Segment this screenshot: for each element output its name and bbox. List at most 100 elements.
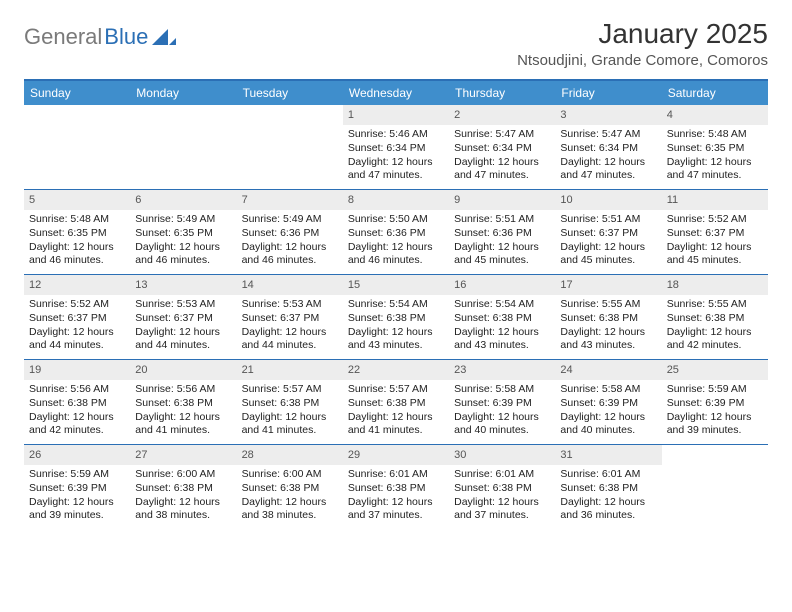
day-line: Sunrise: 5:52 AM <box>667 213 763 227</box>
week-row: 12Sunrise: 5:52 AMSunset: 6:37 PMDayligh… <box>24 275 768 360</box>
day-cell <box>662 445 768 529</box>
day-body: Sunrise: 6:01 AMSunset: 6:38 PMDaylight:… <box>555 465 661 529</box>
day-line: Sunrise: 5:52 AM <box>29 298 125 312</box>
day-number: 27 <box>130 445 236 465</box>
day-line: Sunset: 6:37 PM <box>667 227 763 241</box>
day-number: 2 <box>449 105 555 125</box>
week-row: 5Sunrise: 5:48 AMSunset: 6:35 PMDaylight… <box>24 190 768 275</box>
day-line: Sunrise: 5:59 AM <box>667 383 763 397</box>
day-line: Sunrise: 5:58 AM <box>454 383 550 397</box>
day-line: Daylight: 12 hours and 45 minutes. <box>560 241 656 268</box>
day-cell: 16Sunrise: 5:54 AMSunset: 6:38 PMDayligh… <box>449 275 555 359</box>
day-line: Sunset: 6:38 PM <box>135 482 231 496</box>
day-line: Daylight: 12 hours and 38 minutes. <box>135 496 231 523</box>
day-body: Sunrise: 5:46 AMSunset: 6:34 PMDaylight:… <box>343 125 449 189</box>
day-line: Sunrise: 6:00 AM <box>242 468 338 482</box>
day-line: Sunrise: 5:49 AM <box>135 213 231 227</box>
day-body: Sunrise: 5:53 AMSunset: 6:37 PMDaylight:… <box>237 295 343 359</box>
day-line: Daylight: 12 hours and 45 minutes. <box>667 241 763 268</box>
day-line: Daylight: 12 hours and 45 minutes. <box>454 241 550 268</box>
day-line: Sunrise: 6:01 AM <box>560 468 656 482</box>
day-cell <box>237 105 343 189</box>
day-number: 20 <box>130 360 236 380</box>
day-body: Sunrise: 5:47 AMSunset: 6:34 PMDaylight:… <box>555 125 661 189</box>
week-row: 19Sunrise: 5:56 AMSunset: 6:38 PMDayligh… <box>24 360 768 445</box>
day-body: Sunrise: 5:57 AMSunset: 6:38 PMDaylight:… <box>343 380 449 444</box>
day-line: Sunrise: 5:54 AM <box>348 298 444 312</box>
day-line: Sunrise: 5:51 AM <box>560 213 656 227</box>
day-line: Sunrise: 5:50 AM <box>348 213 444 227</box>
day-cell: 23Sunrise: 5:58 AMSunset: 6:39 PMDayligh… <box>449 360 555 444</box>
day-line: Sunrise: 5:49 AM <box>242 213 338 227</box>
day-body: Sunrise: 5:51 AMSunset: 6:37 PMDaylight:… <box>555 210 661 274</box>
day-line: Sunset: 6:39 PM <box>560 397 656 411</box>
day-line: Sunrise: 5:58 AM <box>560 383 656 397</box>
weekday-header: Sunday <box>24 81 130 105</box>
day-line: Sunrise: 6:01 AM <box>454 468 550 482</box>
weekday-header: Monday <box>130 81 236 105</box>
day-number: 29 <box>343 445 449 465</box>
day-cell: 31Sunrise: 6:01 AMSunset: 6:38 PMDayligh… <box>555 445 661 529</box>
title-block: January 2025 Ntsoudjini, Grande Comore, … <box>517 18 768 69</box>
weekday-header: Thursday <box>449 81 555 105</box>
day-cell: 5Sunrise: 5:48 AMSunset: 6:35 PMDaylight… <box>24 190 130 274</box>
day-line: Sunset: 6:35 PM <box>667 142 763 156</box>
day-line: Daylight: 12 hours and 47 minutes. <box>560 156 656 183</box>
day-cell: 7Sunrise: 5:49 AMSunset: 6:36 PMDaylight… <box>237 190 343 274</box>
day-cell: 19Sunrise: 5:56 AMSunset: 6:38 PMDayligh… <box>24 360 130 444</box>
day-line: Sunset: 6:38 PM <box>348 482 444 496</box>
day-number: 18 <box>662 275 768 295</box>
day-number: 15 <box>343 275 449 295</box>
day-body <box>24 123 130 132</box>
day-line: Sunrise: 5:46 AM <box>348 128 444 142</box>
day-cell <box>130 105 236 189</box>
day-number: 23 <box>449 360 555 380</box>
day-cell: 27Sunrise: 6:00 AMSunset: 6:38 PMDayligh… <box>130 445 236 529</box>
day-body <box>130 123 236 132</box>
day-number: 31 <box>555 445 661 465</box>
weekday-header-row: SundayMondayTuesdayWednesdayThursdayFrid… <box>24 81 768 105</box>
day-cell: 6Sunrise: 5:49 AMSunset: 6:35 PMDaylight… <box>130 190 236 274</box>
day-line: Sunrise: 5:51 AM <box>454 213 550 227</box>
day-number: 26 <box>24 445 130 465</box>
day-cell: 21Sunrise: 5:57 AMSunset: 6:38 PMDayligh… <box>237 360 343 444</box>
weekday-header: Saturday <box>662 81 768 105</box>
day-body: Sunrise: 5:49 AMSunset: 6:35 PMDaylight:… <box>130 210 236 274</box>
day-body <box>237 123 343 132</box>
logo-text-blue: Blue <box>104 24 148 50</box>
day-body: Sunrise: 6:00 AMSunset: 6:38 PMDaylight:… <box>237 465 343 529</box>
day-line: Sunrise: 5:48 AM <box>29 213 125 227</box>
day-line: Sunrise: 5:54 AM <box>454 298 550 312</box>
day-line: Daylight: 12 hours and 47 minutes. <box>454 156 550 183</box>
day-number: 21 <box>237 360 343 380</box>
day-line: Sunset: 6:34 PM <box>560 142 656 156</box>
day-cell: 29Sunrise: 6:01 AMSunset: 6:38 PMDayligh… <box>343 445 449 529</box>
week-row: 26Sunrise: 5:59 AMSunset: 6:39 PMDayligh… <box>24 445 768 529</box>
day-number: 3 <box>555 105 661 125</box>
day-cell: 10Sunrise: 5:51 AMSunset: 6:37 PMDayligh… <box>555 190 661 274</box>
day-line: Sunset: 6:36 PM <box>348 227 444 241</box>
day-line: Sunset: 6:38 PM <box>560 482 656 496</box>
day-number <box>24 105 130 123</box>
day-number: 8 <box>343 190 449 210</box>
day-cell: 28Sunrise: 6:00 AMSunset: 6:38 PMDayligh… <box>237 445 343 529</box>
day-line: Daylight: 12 hours and 46 minutes. <box>242 241 338 268</box>
day-cell: 22Sunrise: 5:57 AMSunset: 6:38 PMDayligh… <box>343 360 449 444</box>
day-number: 30 <box>449 445 555 465</box>
day-cell: 13Sunrise: 5:53 AMSunset: 6:37 PMDayligh… <box>130 275 236 359</box>
day-body: Sunrise: 5:49 AMSunset: 6:36 PMDaylight:… <box>237 210 343 274</box>
day-cell: 30Sunrise: 6:01 AMSunset: 6:38 PMDayligh… <box>449 445 555 529</box>
day-line: Sunset: 6:38 PM <box>242 482 338 496</box>
day-number: 11 <box>662 190 768 210</box>
day-number: 12 <box>24 275 130 295</box>
day-line: Sunset: 6:35 PM <box>29 227 125 241</box>
day-body: Sunrise: 5:48 AMSunset: 6:35 PMDaylight:… <box>24 210 130 274</box>
weekday-header: Tuesday <box>237 81 343 105</box>
day-cell: 3Sunrise: 5:47 AMSunset: 6:34 PMDaylight… <box>555 105 661 189</box>
day-line: Sunset: 6:36 PM <box>454 227 550 241</box>
day-body: Sunrise: 5:52 AMSunset: 6:37 PMDaylight:… <box>24 295 130 359</box>
day-body: Sunrise: 5:52 AMSunset: 6:37 PMDaylight:… <box>662 210 768 274</box>
day-body: Sunrise: 5:57 AMSunset: 6:38 PMDaylight:… <box>237 380 343 444</box>
day-line: Daylight: 12 hours and 38 minutes. <box>242 496 338 523</box>
day-number: 13 <box>130 275 236 295</box>
